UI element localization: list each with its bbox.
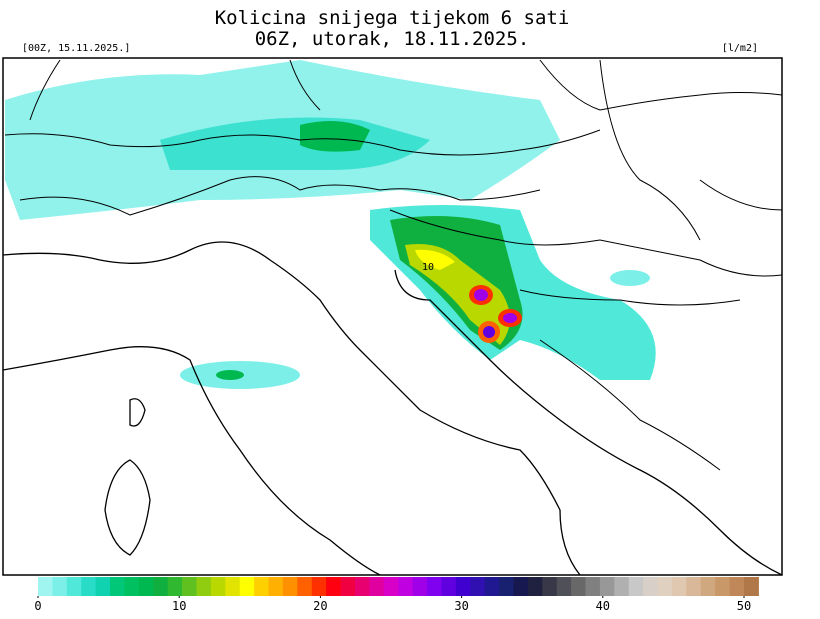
- colorbar-swatch: [441, 577, 457, 596]
- snow-area: [610, 270, 650, 286]
- colorbar-swatch: [686, 577, 702, 596]
- colorbar-swatch: [66, 577, 82, 596]
- colorbar-swatch: [729, 577, 745, 596]
- colorbar-swatch: [513, 577, 529, 596]
- coastline: [394, 269, 783, 576]
- borders: [4, 59, 783, 471]
- colorbar-swatch: [196, 577, 212, 596]
- colorbar-swatch: [153, 577, 169, 596]
- island: [104, 459, 151, 556]
- colorbar-tick-label: 20: [313, 599, 327, 613]
- colorbar-swatch: [556, 577, 572, 596]
- snow-area: [405, 244, 510, 345]
- colorbar-swatch: [643, 577, 659, 596]
- colorbar-swatch: [571, 577, 587, 596]
- title-line2: 06Z, utorak, 18.11.2025.: [255, 28, 530, 50]
- colorbar-tick-label: 0: [34, 599, 41, 613]
- colorbar-swatch: [585, 577, 601, 596]
- snow-area: [300, 121, 370, 152]
- colorbar: 0 10 20 30 40 50: [34, 577, 759, 613]
- colorbar-swatch: [210, 577, 226, 596]
- snow-area: [415, 249, 455, 270]
- colorbar-swatch: [527, 577, 543, 596]
- colorbar-swatch: [354, 577, 370, 596]
- unit: [l/m2]: [722, 43, 758, 54]
- colorbar-swatch: [484, 577, 500, 596]
- snow-area: [216, 370, 244, 380]
- colorbar-swatch: [412, 577, 428, 596]
- colorbar-swatch: [614, 577, 630, 596]
- snow-max: [474, 289, 488, 301]
- colorbar-swatch: [52, 577, 68, 596]
- run-info: [00Z, 15.11.2025.]: [22, 43, 130, 54]
- colorbar-swatch: [715, 577, 731, 596]
- snow-max: [503, 313, 517, 323]
- colorbar-swatch: [369, 577, 385, 596]
- colorbar-swatch: [254, 577, 270, 596]
- colorbar-tick-label: 50: [737, 599, 751, 613]
- colorbar-swatch: [671, 577, 687, 596]
- colorbar-swatch: [499, 577, 514, 596]
- colorbar-swatch: [383, 577, 399, 596]
- colorbar-swatch: [700, 577, 716, 596]
- snow-field: [5, 60, 656, 389]
- colorbar-swatch: [182, 577, 197, 596]
- colorbar-swatch: [599, 577, 615, 596]
- colorbar-swatch: [470, 577, 486, 596]
- coastline: [2, 346, 381, 576]
- border: [519, 289, 741, 471]
- colorbar-swatch: [167, 577, 183, 596]
- colorbar-tick-label: 10: [172, 599, 186, 613]
- colorbar-swatch: [398, 577, 414, 596]
- coastlines: [2, 241, 783, 576]
- colorbar-swatch: [311, 577, 327, 596]
- colorbar-swatch: [326, 577, 342, 596]
- snow-max: [483, 326, 495, 338]
- colorbar-swatch: [744, 577, 759, 596]
- border: [29, 59, 783, 121]
- colorbar-swatch: [81, 577, 97, 596]
- colorbar-swatch: [225, 577, 241, 596]
- colorbar-swatch: [657, 577, 673, 596]
- colorbar-swatch: [110, 577, 125, 596]
- title-line1: Kolicina snijega tijekom 6 sati: [215, 7, 570, 29]
- colorbar-swatch: [282, 577, 298, 596]
- colorbar-tick-label: 30: [454, 599, 468, 613]
- colorbar-swatch: [95, 577, 111, 596]
- map: 10: [2, 57, 783, 576]
- colorbar-swatch: [455, 577, 471, 596]
- colorbar-swatch: [297, 577, 313, 596]
- colorbar-tick-label: 40: [596, 599, 610, 613]
- border: [4, 129, 601, 156]
- border: [599, 59, 783, 241]
- colorbar-swatch: [138, 577, 154, 596]
- contour-label: 10: [422, 262, 434, 273]
- island: [129, 398, 146, 427]
- colorbar-swatch: [340, 577, 356, 596]
- colorbar-swatch: [124, 577, 140, 596]
- colorbar-swatch: [268, 577, 284, 596]
- colorbar-swatch: [542, 577, 558, 596]
- colorbar-swatch: [38, 577, 53, 596]
- colorbar-swatch: [427, 577, 442, 596]
- colorbar-swatch: [628, 577, 644, 596]
- colorbar-swatch: [239, 577, 255, 596]
- border: [389, 209, 783, 277]
- coastline: [2, 241, 581, 576]
- border: [19, 176, 541, 216]
